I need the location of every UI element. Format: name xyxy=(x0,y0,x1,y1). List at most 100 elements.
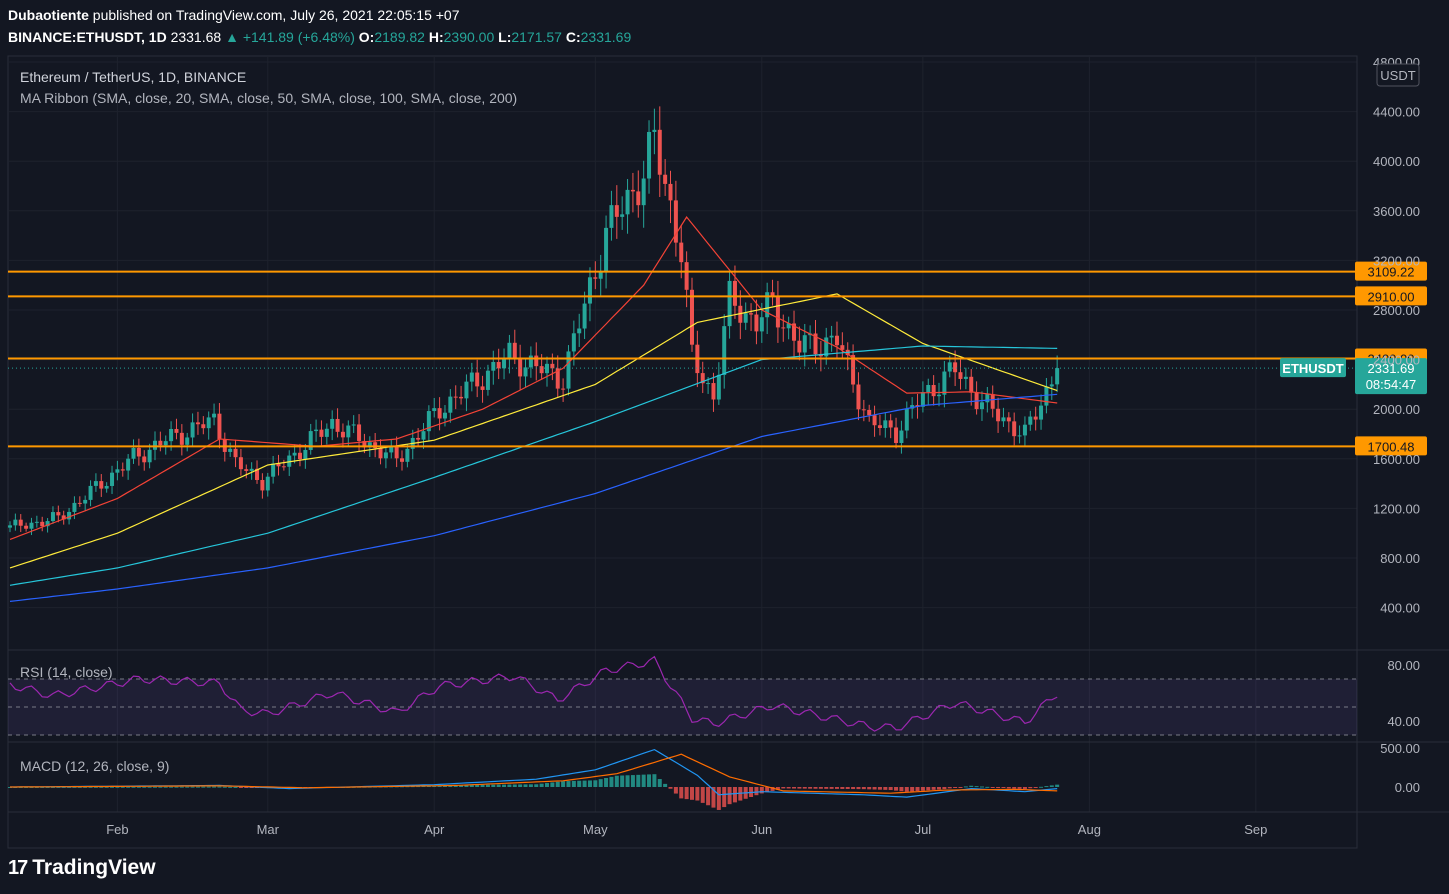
macd-histogram-bar xyxy=(732,787,737,803)
candle-down xyxy=(797,340,802,353)
macd-histogram-bar xyxy=(571,780,576,787)
candle-down xyxy=(394,445,399,459)
macd-histogram-bar xyxy=(212,786,217,788)
candle-down xyxy=(1012,421,1017,437)
candle-down xyxy=(872,415,877,426)
level-label: 3109.22 xyxy=(1368,265,1415,280)
macd-histogram-bar xyxy=(818,787,823,789)
candle-down xyxy=(996,408,1001,422)
candle-up xyxy=(1049,384,1054,387)
macd-histogram-bar xyxy=(851,787,856,790)
macd-histogram-bar xyxy=(550,782,555,787)
macd-histogram-bar xyxy=(1049,785,1054,787)
macd-histogram-bar xyxy=(1022,787,1027,789)
candle-down xyxy=(340,431,345,438)
candle-down xyxy=(281,466,286,468)
candle-up xyxy=(383,452,388,459)
macd-histogram-bar xyxy=(507,784,512,787)
candle-down xyxy=(861,409,866,411)
macd-histogram-bar xyxy=(83,786,88,788)
price-change: ▲ +141.89 (+6.48%) xyxy=(225,29,355,45)
rsi-title: RSI (14, close) xyxy=(20,664,113,680)
candle-up xyxy=(324,428,329,437)
macd-histogram-bar xyxy=(485,784,490,787)
macd-histogram-bar xyxy=(72,786,77,788)
macd-histogram-bar xyxy=(942,787,947,790)
macd-histogram-bar xyxy=(56,786,61,788)
candle-up xyxy=(566,351,571,389)
chart-title: Ethereum / TetherUS, 1D, BINANCE xyxy=(20,69,246,85)
candle-down xyxy=(636,191,641,206)
tradingview-footer[interactable]: 17 TradingView xyxy=(8,856,156,880)
macd-histogram-bar xyxy=(904,787,909,792)
candle-up xyxy=(464,381,469,399)
candle-down xyxy=(781,327,786,329)
rsi-tick: 80.00 xyxy=(1387,658,1420,673)
candle-down xyxy=(990,394,995,409)
candle-up xyxy=(8,525,12,528)
candle-up xyxy=(577,328,582,334)
price-tick: 400.00 xyxy=(1380,601,1420,616)
macd-histogram-bar xyxy=(249,787,254,788)
candle-down xyxy=(373,442,378,449)
candle-up xyxy=(765,292,770,318)
candle-down xyxy=(77,502,82,504)
macd-histogram-bar xyxy=(190,786,195,788)
macd-histogram-bar xyxy=(244,787,249,788)
candle-down xyxy=(416,437,421,440)
candle-up xyxy=(93,481,98,486)
macd-histogram-bar xyxy=(636,774,641,787)
candle-up xyxy=(507,342,512,359)
candle-up xyxy=(1017,435,1022,437)
macd-histogram-bar xyxy=(754,787,759,796)
macd-histogram-bar xyxy=(647,774,652,787)
candle-down xyxy=(958,372,963,379)
close-label: C: xyxy=(565,29,581,45)
macd-histogram-bar xyxy=(1001,787,1006,788)
price-tick: 1600.00 xyxy=(1373,452,1420,467)
candle-up xyxy=(88,485,93,500)
candle-up xyxy=(706,383,711,385)
macd-histogram-bar xyxy=(115,786,120,788)
macd-histogram-bar xyxy=(689,787,694,800)
macd-histogram-bar xyxy=(566,781,571,787)
macd-histogram-bar xyxy=(201,786,206,788)
countdown-label: 08:54:47 xyxy=(1366,377,1417,392)
candle-up xyxy=(13,519,18,526)
macd-histogram-bar xyxy=(614,775,619,787)
macd-histogram-bar xyxy=(469,784,474,787)
candle-down xyxy=(770,292,775,298)
candle-down xyxy=(834,335,839,346)
macd-histogram-bar xyxy=(577,780,582,787)
macd-histogram-bar xyxy=(969,785,974,787)
candle-down xyxy=(738,305,743,323)
macd-histogram-bar xyxy=(523,784,528,787)
macd-histogram-bar xyxy=(206,786,211,788)
candle-up xyxy=(759,317,764,332)
candle-down xyxy=(689,289,694,345)
macd-histogram-bar xyxy=(528,784,533,787)
macd-histogram-bar xyxy=(894,787,899,791)
candle-down xyxy=(437,408,442,419)
macd-histogram-bar xyxy=(437,785,442,787)
candle-up xyxy=(604,227,609,272)
candle-up xyxy=(1039,405,1044,420)
macd-histogram-bar xyxy=(700,787,705,803)
macd-histogram-bar xyxy=(663,783,668,787)
candle-down xyxy=(276,463,281,467)
macd-histogram-bar xyxy=(442,785,447,787)
macd-histogram-bar xyxy=(539,783,544,787)
candle-down xyxy=(174,428,179,433)
time-tick: Aug xyxy=(1078,822,1101,837)
candle-up xyxy=(469,372,474,382)
candle-down xyxy=(136,447,141,457)
macd-histogram-bar xyxy=(77,786,82,788)
macd-histogram-bar xyxy=(834,787,839,789)
candle-up xyxy=(228,448,233,452)
macd-histogram-bar xyxy=(813,787,818,789)
macd-histogram-bar xyxy=(1039,786,1044,788)
level-label: 2910.00 xyxy=(1368,289,1415,304)
candle-up xyxy=(271,463,276,477)
macd-histogram-bar xyxy=(727,787,732,805)
